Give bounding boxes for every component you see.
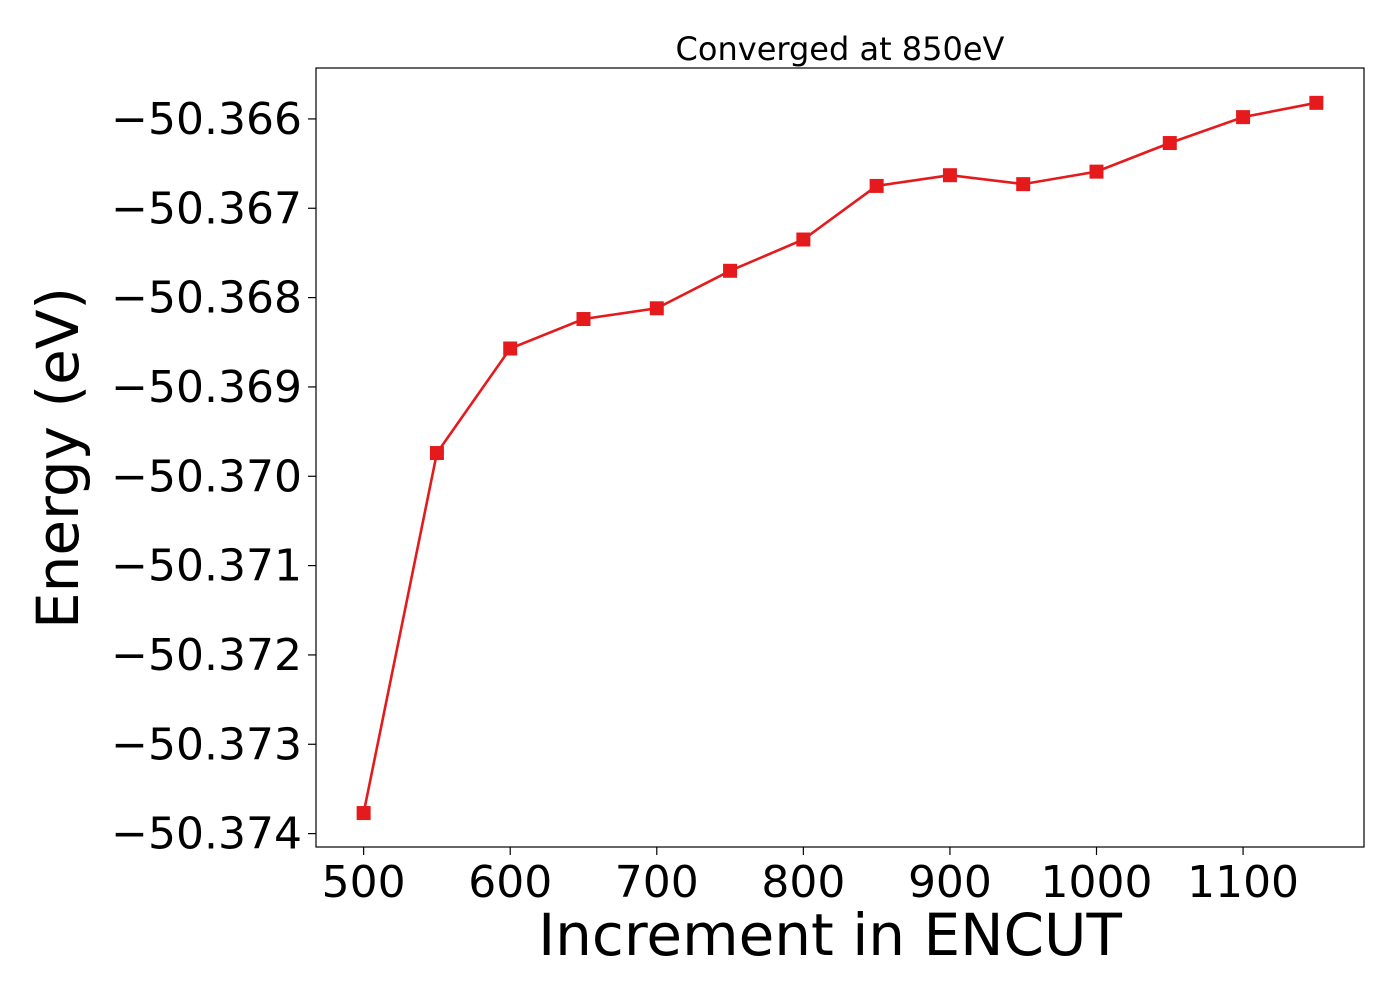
series-line (362, 101, 1317, 814)
y-tick-label: −50.370 (111, 451, 302, 502)
y-tick-label: −50.374 (111, 809, 302, 860)
data-point (1089, 164, 1104, 179)
x-tick-label: 700 (615, 857, 699, 908)
x-tick-label: 500 (322, 857, 406, 908)
x-axis-title: Increment in ENCUT (538, 901, 1122, 969)
y-tick-label: −50.368 (111, 273, 302, 324)
y-tick-label: −50.373 (111, 719, 302, 770)
y-tick-label: −50.371 (111, 541, 302, 592)
data-point (356, 806, 371, 821)
y-tick-label: −50.366 (111, 94, 302, 145)
data-point (503, 341, 518, 356)
x-tick-label: 1100 (1187, 857, 1299, 908)
y-tick-label: −50.372 (111, 630, 302, 681)
x-tick-label: 900 (908, 857, 992, 908)
data-point (796, 232, 811, 247)
data-point (1309, 95, 1324, 110)
data-point (1162, 136, 1177, 151)
x-tick-label: 800 (761, 857, 845, 908)
data-point (576, 312, 591, 327)
y-axis: −50.374 −50.373 −50.372 −50.371 −50.370 −50.3… (111, 94, 316, 860)
data-point (649, 301, 664, 316)
y-tick-label: −50.369 (111, 362, 302, 413)
data-point (1016, 177, 1031, 192)
series-layer (356, 95, 1324, 821)
x-tick-label: 1000 (1041, 857, 1153, 908)
data-point (429, 446, 444, 461)
data-point (723, 263, 738, 278)
data-point (869, 178, 884, 193)
x-tick-label: 600 (468, 857, 552, 908)
plot-frame (315, 67, 1365, 848)
y-tick-label: −50.367 (111, 183, 302, 234)
chart-title: Converged at 850eV (676, 30, 1005, 68)
data-point (942, 168, 957, 183)
y-axis-title: Energy (eV) (24, 287, 92, 629)
data-point (1236, 110, 1251, 125)
x-axis: 500 600 700 800 900 1000 1100 (322, 847, 1299, 908)
